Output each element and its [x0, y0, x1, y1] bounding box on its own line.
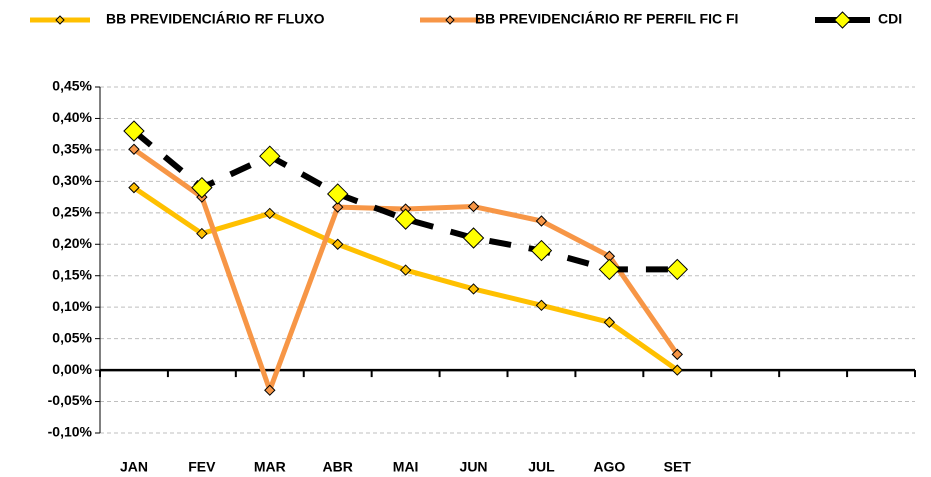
y-tick-label: 0,35%: [52, 141, 92, 157]
legend-label: CDI: [878, 11, 902, 27]
point-marker: [666, 258, 688, 281]
x-tick-label: JUN: [460, 459, 488, 475]
x-tick-label: AGO: [593, 459, 625, 475]
x-tick-label: JAN: [120, 459, 148, 475]
point-marker: [530, 239, 553, 262]
y-tick-label: 0,45%: [52, 78, 92, 94]
y-tick-label: -0,05%: [48, 392, 93, 408]
x-tick-label: ABR: [323, 459, 353, 475]
point-marker: [671, 348, 683, 361]
y-tick-label: 0,10%: [52, 298, 92, 314]
y-tick-label: 0,40%: [52, 109, 92, 125]
point-marker: [394, 208, 417, 230]
x-tick-label: JUL: [528, 459, 555, 475]
point-marker: [603, 316, 616, 328]
point-marker: [196, 227, 208, 240]
series-line: [132, 128, 678, 273]
point-marker: [264, 384, 276, 396]
legend-marker: [445, 15, 455, 25]
y-tick-label: 0,30%: [52, 172, 92, 188]
legend-label: BB PREVIDENCIÁRIO RF FLUXO: [106, 11, 325, 27]
point-marker: [123, 120, 145, 142]
legend-label: BB PREVIDENCIÁRIO RF PERFIL FIC FI: [475, 11, 738, 27]
point-marker: [462, 227, 485, 249]
point-marker: [259, 145, 281, 167]
legend-marker: [833, 11, 852, 29]
point-marker: [671, 364, 683, 376]
point-marker: [535, 299, 548, 312]
x-tick-label: FEV: [188, 459, 216, 475]
point-marker: [332, 238, 344, 250]
y-tick-label: 0,00%: [52, 361, 92, 377]
point-marker: [332, 201, 344, 213]
point-marker: [535, 215, 548, 227]
point-marker: [191, 176, 213, 199]
x-tick-label: MAR: [254, 459, 286, 475]
y-tick-label: 0,25%: [52, 204, 92, 220]
point-marker: [128, 181, 140, 194]
point-marker: [598, 258, 621, 281]
point-marker: [467, 200, 480, 213]
x-tick-label: SET: [664, 459, 692, 475]
y-tick-label: -0,10%: [48, 424, 93, 440]
point-marker: [128, 143, 140, 155]
y-tick-label: 0,20%: [52, 235, 92, 251]
legend-marker: [55, 15, 65, 25]
point-marker: [264, 207, 276, 220]
y-tick-label: 0,05%: [52, 329, 92, 345]
point-marker: [399, 264, 412, 276]
y-tick-label: 0,15%: [52, 266, 92, 282]
point-marker: [327, 183, 349, 205]
x-tick-label: MAI: [393, 459, 419, 475]
point-marker: [467, 283, 480, 295]
